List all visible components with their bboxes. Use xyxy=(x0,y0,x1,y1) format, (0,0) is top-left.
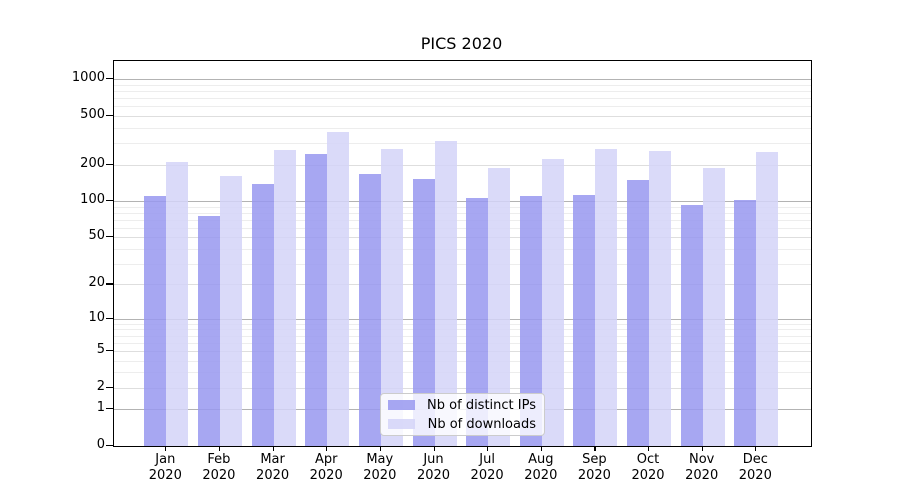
y-tick-mark xyxy=(106,283,113,285)
y-gridline-minor xyxy=(114,127,811,129)
x-tick-mark xyxy=(165,446,167,451)
bar-downloads-jul xyxy=(488,167,511,446)
y-tick-label: 10 xyxy=(88,309,105,325)
bar-downloads-aug xyxy=(541,159,564,446)
y-tick-mark xyxy=(106,349,113,352)
x-tick-label: Oct 2020 xyxy=(631,452,665,483)
x-tick-label: Sep 2020 xyxy=(577,452,611,483)
bar-distinct-ips-jul xyxy=(466,197,489,446)
y-tick-label: 100 xyxy=(80,192,105,208)
y-tick-mark xyxy=(106,445,113,447)
x-tick-label: Jan 2020 xyxy=(148,452,182,483)
chart-title: PICS 2020 xyxy=(420,34,503,53)
bar-distinct-ips-dec xyxy=(734,200,757,446)
x-tick-label: Jun 2020 xyxy=(416,452,451,483)
y-tick-mark xyxy=(106,115,113,117)
legend: Nb of distinct IPs Nb of downloads xyxy=(380,393,545,436)
bar-distinct-ips-jun xyxy=(412,179,435,446)
x-tick-mark xyxy=(326,446,328,451)
x-tick-mark xyxy=(701,446,703,451)
y-tick-mark xyxy=(106,386,113,388)
y-tick-mark xyxy=(106,78,113,80)
bar-distinct-ips-nov xyxy=(680,204,703,446)
y-tick-label: 500 xyxy=(80,107,105,123)
x-tick-mark xyxy=(487,446,489,451)
legend-label-distinct-ips: Nb of distinct IPs xyxy=(427,397,536,413)
x-tick-mark xyxy=(648,446,650,451)
bar-distinct-ips-apr xyxy=(305,154,328,446)
bar-downloads-jan xyxy=(166,162,189,446)
y-tick-mark xyxy=(106,408,113,410)
y-tick-label: 5 xyxy=(96,341,105,357)
legend-swatch-downloads-icon xyxy=(388,419,415,429)
x-tick-mark xyxy=(218,446,221,451)
bar-downloads-oct xyxy=(649,150,671,446)
x-tick-label: Mar 2020 xyxy=(256,452,290,483)
plot-area: Nb of distinct IPs Nb of downloads xyxy=(113,60,812,447)
bar-distinct-ips-jan xyxy=(144,196,167,446)
y-tick-mark xyxy=(106,236,113,238)
y-tick-label: 50 xyxy=(88,228,105,244)
y-gridline-minor xyxy=(114,84,811,86)
x-tick-label: May 2020 xyxy=(363,452,397,483)
bar-distinct-ips-sep xyxy=(573,195,596,446)
x-tick-mark xyxy=(433,446,435,451)
y-tick-label: 20 xyxy=(88,275,105,291)
x-tick-label: Jul 2020 xyxy=(470,452,504,483)
bar-distinct-ips-oct xyxy=(627,180,649,446)
x-tick-label: Apr 2020 xyxy=(309,452,343,483)
y-gridline-minor xyxy=(114,143,811,145)
bar-downloads-nov xyxy=(702,167,725,446)
y-gridline-minor xyxy=(114,91,811,93)
y-gridline-minor xyxy=(114,98,811,100)
bar-downloads-mar xyxy=(273,149,296,446)
y-tick-label: 1 xyxy=(96,400,105,416)
x-tick-label: Nov 2020 xyxy=(685,452,719,483)
y-tick-mark xyxy=(106,200,113,202)
y-tick-label: 200 xyxy=(80,155,105,171)
x-tick-mark xyxy=(755,446,757,451)
x-tick-label: Dec 2020 xyxy=(738,452,772,483)
y-tick-label: 2 xyxy=(96,378,105,394)
bar-distinct-ips-aug xyxy=(519,196,542,446)
y-gridline-mid xyxy=(114,164,811,166)
y-gridline-mid xyxy=(114,116,811,118)
x-tick-mark xyxy=(594,446,596,451)
bar-downloads-feb xyxy=(219,176,242,446)
bar-downloads-apr xyxy=(327,132,350,446)
legend-item-downloads: Nb of downloads xyxy=(388,416,536,433)
y-tick-label: 1000 xyxy=(71,70,105,86)
x-tick-mark xyxy=(272,446,274,451)
x-tick-mark xyxy=(379,446,381,451)
x-tick-mark xyxy=(540,446,542,451)
bar-downloads-may xyxy=(380,149,403,446)
bar-downloads-jun xyxy=(434,141,457,446)
legend-swatch-distinct-ips-icon xyxy=(388,400,415,410)
y-tick-mark xyxy=(106,317,113,319)
bar-distinct-ips-mar xyxy=(251,184,274,446)
y-gridline-minor xyxy=(114,106,811,108)
y-gridline-major xyxy=(114,79,811,81)
x-tick-label: Feb 2020 xyxy=(202,452,236,483)
bar-downloads-dec xyxy=(756,151,779,446)
y-tick-label: 0 xyxy=(96,437,105,452)
x-tick-label: Aug 2020 xyxy=(524,452,558,483)
bar-distinct-ips-feb xyxy=(197,216,220,446)
legend-label-downloads: Nb of downloads xyxy=(427,416,536,432)
bar-downloads-sep xyxy=(595,149,618,446)
y-tick-mark xyxy=(106,163,113,165)
legend-item-distinct-ips: Nb of distinct IPs xyxy=(388,397,536,414)
bar-distinct-ips-may xyxy=(358,174,381,446)
